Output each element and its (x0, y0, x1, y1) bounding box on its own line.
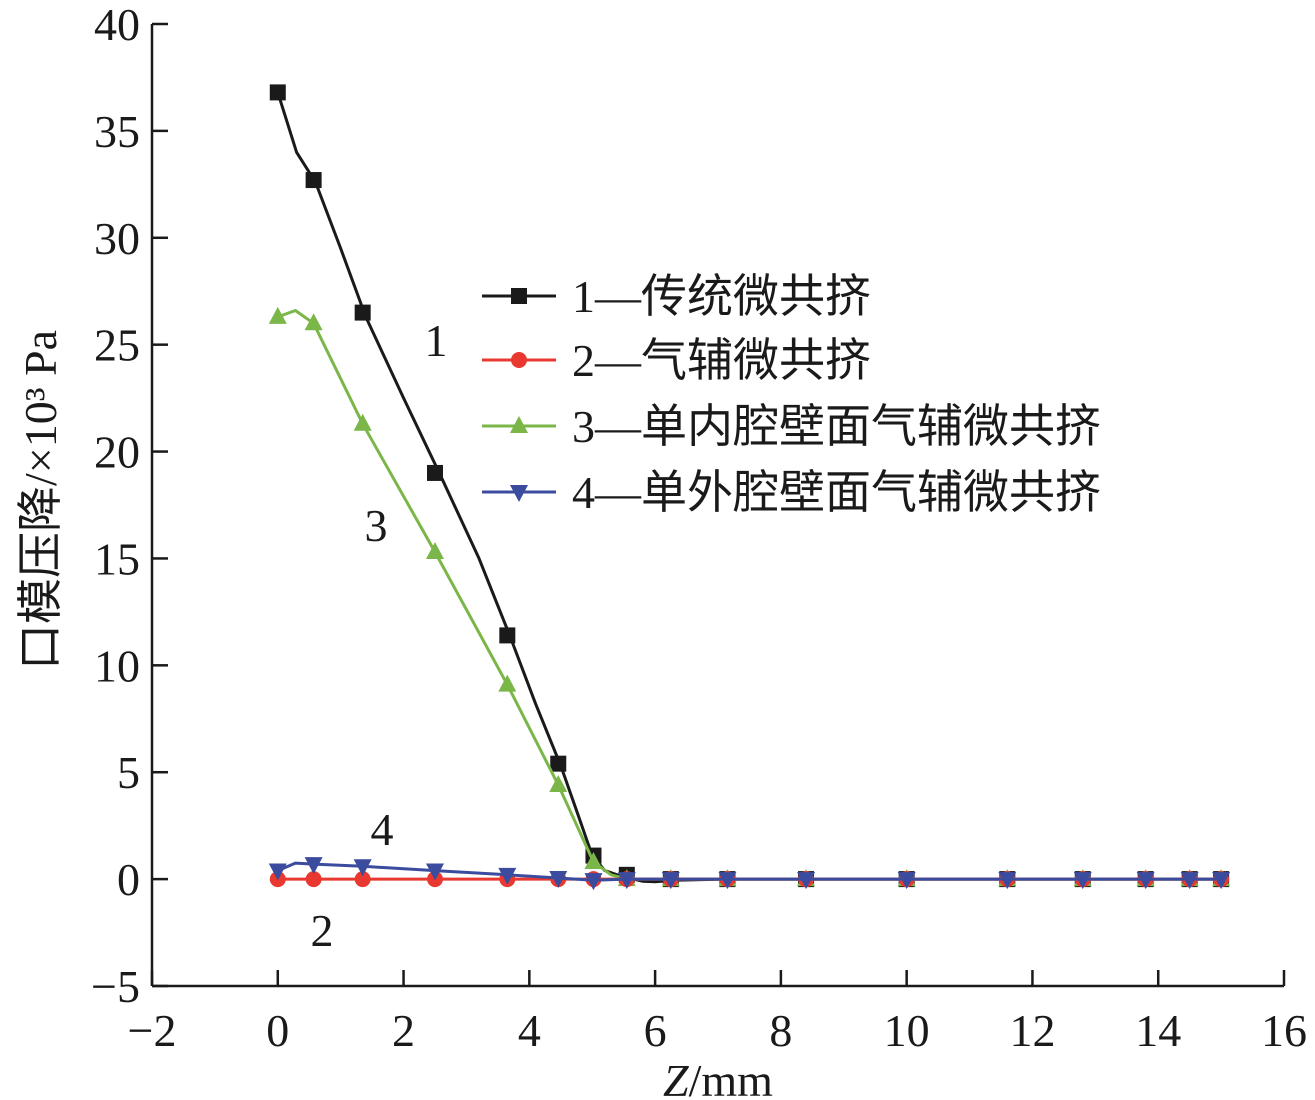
legend-item-4: 4—单外腔壁面气辅微共挤 (482, 467, 1101, 518)
legend-swatch-marker (511, 352, 527, 368)
data-point-4 (304, 857, 323, 875)
x-tick-label: 2 (392, 1005, 415, 1056)
data-point-4 (353, 859, 372, 877)
data-point-1 (305, 172, 322, 189)
x-tick-label: 6 (644, 1005, 667, 1056)
y-tick-label: 20 (94, 427, 140, 478)
data-point-3 (353, 413, 372, 431)
y-tick-label: 15 (94, 533, 140, 584)
data-point-4 (661, 872, 680, 890)
data-point-3 (426, 542, 444, 560)
y-tick-label: 10 (94, 640, 140, 691)
data-point-4 (498, 867, 517, 885)
series-line-1 (276, 91, 1222, 884)
legend-label: 2—气辅微共挤 (572, 335, 871, 386)
curve-label-1: 1 (425, 315, 448, 366)
data-point-3 (304, 313, 323, 331)
curve-label-4: 4 (371, 804, 394, 855)
data-point-3 (498, 674, 517, 692)
y-tick-label: 35 (94, 106, 140, 157)
legend-swatch-marker (510, 416, 528, 433)
data-point-4 (1180, 872, 1199, 890)
data-point-4 (1073, 872, 1092, 890)
data-point-1 (550, 755, 567, 772)
curve-label-2: 2 (311, 905, 334, 956)
curve-labels: 1 2 3 4 (311, 315, 448, 956)
legend-item-2: 2—气辅微共挤 (482, 335, 871, 386)
curve-label-3: 3 (365, 500, 388, 551)
y-tick-label: 0 (117, 854, 140, 905)
data-point-4 (617, 872, 636, 890)
data-point-4 (268, 863, 287, 881)
legend: 1—传统微共挤 2—气辅微共挤 3—单内腔壁面气辅微共挤 4—单外腔壁面气辅微共挤 (482, 271, 1101, 518)
legend-item-3: 3—单内腔壁面气辅微共挤 (482, 401, 1101, 452)
x-tick-label: 0 (266, 1005, 289, 1056)
y-tick-label: 5 (117, 747, 140, 798)
legend-label: 3—单内腔壁面气辅微共挤 (572, 401, 1101, 452)
x-tick-label: 16 (1261, 1005, 1307, 1056)
data-point-4 (584, 873, 603, 891)
y-tick-label: −5 (91, 961, 140, 1012)
data-point-4 (1136, 872, 1155, 890)
data-point-2 (305, 871, 322, 888)
data-point-1 (427, 464, 443, 481)
y-tick-label: 40 (94, 0, 140, 50)
x-tick-label: −2 (128, 1005, 177, 1056)
data-point-4 (1212, 872, 1231, 890)
legend-label: 4—单外腔壁面气辅微共挤 (572, 467, 1101, 518)
y-tick-label: 25 (94, 320, 140, 371)
series-layer (268, 84, 1231, 891)
series-3 (268, 306, 1231, 887)
series-4 (268, 857, 1231, 891)
x-tick-label: 10 (884, 1005, 930, 1056)
legend-label: 1—传统微共挤 (572, 271, 871, 322)
data-point-4 (797, 872, 816, 890)
series-line-3 (277, 309, 1222, 881)
x-tick-label: 8 (769, 1005, 792, 1056)
x-axis-title: Z/mm (663, 1055, 773, 1100)
series-line-4 (277, 861, 1222, 882)
data-point-1 (269, 84, 286, 101)
data-point-4 (426, 863, 444, 881)
legend-swatch-marker (510, 485, 528, 502)
data-point-4 (718, 872, 737, 890)
y-tick-label: 30 (94, 213, 140, 264)
data-point-3 (268, 306, 287, 324)
legend-item-1: 1—传统微共挤 (482, 271, 871, 322)
data-point-3 (549, 775, 568, 793)
data-point-1 (499, 627, 516, 644)
y-axis-title: 口模压降/×10³ Pa (15, 330, 66, 670)
data-point-4 (549, 871, 568, 889)
x-tick-label: 12 (1009, 1005, 1055, 1056)
legend-swatch-marker (511, 288, 527, 304)
data-point-4 (998, 872, 1017, 890)
data-point-2 (354, 871, 371, 888)
x-tick-label: 14 (1135, 1005, 1181, 1056)
x-tick-label: 4 (518, 1005, 541, 1056)
data-point-1 (354, 304, 371, 321)
data-point-3 (584, 852, 603, 870)
data-point-4 (897, 872, 916, 890)
